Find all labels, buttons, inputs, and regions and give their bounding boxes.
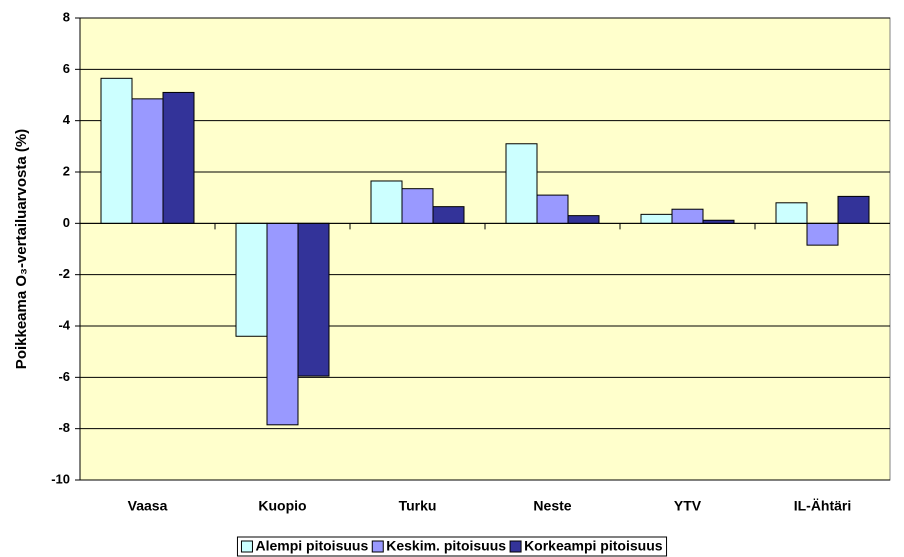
y-tick-label: 4 — [63, 112, 71, 127]
y-tick-label: -2 — [58, 266, 70, 281]
bar — [131, 98, 164, 224]
x-tick-label: Vaasa — [128, 498, 168, 514]
y-tick-label: -4 — [58, 317, 70, 332]
bar — [266, 222, 299, 426]
legend-swatch — [371, 540, 384, 553]
bar — [162, 91, 195, 224]
bar — [640, 213, 673, 224]
bar — [837, 195, 870, 224]
bar — [235, 222, 268, 337]
bar — [775, 202, 808, 224]
bar — [671, 208, 704, 224]
y-tick-label: -10 — [51, 471, 70, 486]
bar — [401, 188, 434, 224]
bar — [432, 206, 465, 224]
bar — [505, 143, 538, 224]
bar — [536, 194, 569, 224]
legend-swatch — [509, 540, 522, 553]
y-tick-label: 0 — [63, 215, 70, 230]
bar — [370, 180, 403, 224]
y-tick-label: -8 — [58, 420, 70, 435]
x-tick-label: Neste — [533, 498, 571, 514]
x-tick-label: IL-Ähtäri — [794, 498, 852, 514]
legend-box — [236, 536, 668, 557]
legend-label: Keskim. pitoisuus — [386, 538, 506, 554]
x-tick-label: Turku — [399, 498, 437, 514]
bar — [806, 222, 839, 246]
y-tick-label: 8 — [63, 9, 70, 24]
bar — [567, 215, 600, 224]
y-tick-label: 6 — [63, 61, 70, 76]
legend-label: Korkeampi pitoisuus — [524, 538, 663, 554]
x-tick-label: YTV — [674, 498, 702, 514]
y-tick-label: 2 — [63, 163, 70, 178]
y-tick-label: -6 — [58, 369, 70, 384]
plot-area — [79, 17, 891, 481]
y-axis-title: Poikkeama O₃-vertailuarvosta (%) — [13, 129, 30, 369]
bar — [100, 77, 133, 224]
legend-label: Alempi pitoisuus — [255, 538, 368, 554]
legend-swatch — [240, 540, 253, 553]
bar — [297, 222, 330, 377]
x-tick-label: Kuopio — [258, 498, 306, 514]
